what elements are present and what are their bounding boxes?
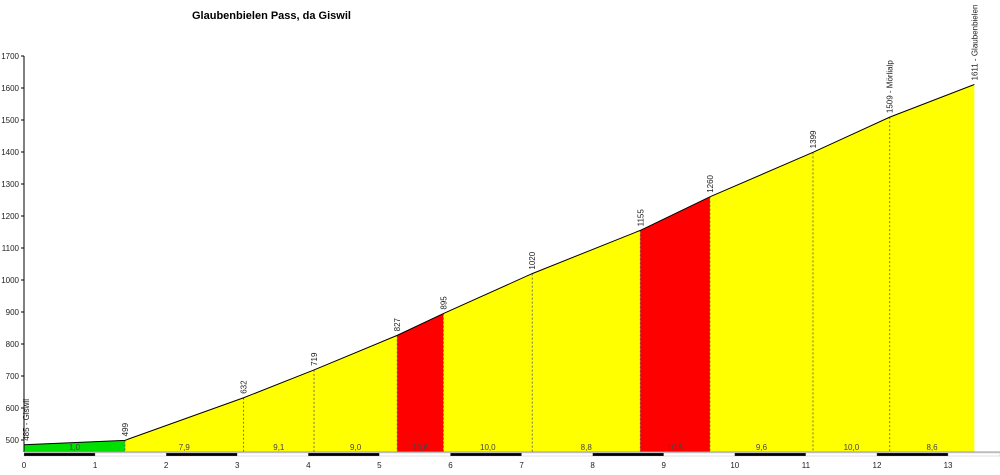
- y-tick-label: 1100: [2, 244, 20, 253]
- scale-bar-km: [23, 452, 96, 457]
- x-tick-label: 8: [590, 461, 595, 470]
- x-tick-label: 5: [377, 461, 382, 470]
- y-tick-label: 1000: [1, 276, 19, 285]
- scale-bar-km: [379, 452, 451, 457]
- y-tick-label: 1700: [1, 52, 19, 61]
- altitude-label: 1611 - Glaubenbielen: [970, 5, 979, 81]
- x-tick-label: 0: [22, 461, 27, 470]
- x-tick-label: 6: [448, 461, 453, 470]
- segment-area: [24, 440, 125, 452]
- y-tick-label: 1200: [1, 212, 19, 221]
- segment-area: [124, 397, 244, 452]
- altitude-label: 1260: [706, 174, 715, 192]
- scale-bar-km: [805, 452, 878, 457]
- x-tick-label: 9: [661, 461, 666, 470]
- scale-bar-km: [521, 452, 593, 457]
- scale-bar-km: [947, 452, 1000, 457]
- x-tick-label: 13: [944, 461, 953, 470]
- y-tick-label: 700: [6, 372, 20, 381]
- y-tick-label: 1500: [1, 116, 19, 125]
- gradient-label: 9,0: [350, 443, 362, 452]
- y-tick-label: 900: [6, 308, 20, 317]
- scale-bar-km: [237, 452, 309, 457]
- gradient-label: 8,6: [926, 443, 938, 452]
- x-tick-label: 1: [93, 461, 98, 470]
- x-tick-label: 7: [519, 461, 524, 470]
- y-tick-label: 600: [6, 404, 20, 413]
- y-tick-label: 500: [6, 436, 20, 445]
- altitude-label: 719: [310, 352, 319, 366]
- altitude-label: 895: [439, 296, 448, 310]
- gradient-label: 10,0: [844, 443, 860, 452]
- altitude-label: 499: [121, 422, 130, 436]
- y-tick-label: 1400: [1, 148, 19, 157]
- y-tick-label: 1300: [1, 180, 19, 189]
- altitude-label: 1020: [528, 251, 537, 269]
- altitude-label: 485 - Giswil: [22, 399, 31, 441]
- x-tick-label: 10: [730, 461, 739, 470]
- profile-line: [23, 84, 975, 446]
- segment-area: [314, 335, 398, 452]
- gradient-label: 8,8: [581, 443, 593, 452]
- gradient-label: 9,1: [273, 443, 285, 452]
- scale-bar-km: [592, 452, 664, 457]
- x-tick-label: 12: [873, 461, 882, 470]
- altitude-label: 1399: [809, 130, 818, 148]
- segment-area: [889, 84, 975, 452]
- scale-bar-km: [734, 452, 807, 457]
- scale-bar-km: [450, 452, 522, 457]
- scale-bar-km: [166, 452, 238, 457]
- x-tick-label: 2: [164, 461, 169, 470]
- altitude-label: 827: [393, 317, 402, 331]
- altitude-label: 632: [240, 380, 249, 394]
- x-tick-label: 3: [235, 461, 240, 470]
- chart-title: Glaubenbielen Pass, da Giswil: [192, 10, 351, 22]
- gradient-label: 10,0: [480, 443, 496, 452]
- scale-bar-km: [663, 452, 735, 457]
- altitude-label: 1155: [636, 209, 645, 227]
- segment-area: [443, 273, 533, 452]
- y-tick-label: 800: [6, 340, 20, 349]
- segment-area: [709, 152, 813, 452]
- gradient-label: 10,6: [667, 443, 683, 452]
- segment-area: [397, 313, 444, 452]
- segment-area: [243, 369, 315, 452]
- segment-area: [812, 117, 890, 453]
- gradient-label: 10,6: [412, 443, 428, 452]
- segment-area: [532, 230, 641, 452]
- gradient-label: 7,9: [179, 443, 191, 452]
- scale-bar-km: [308, 452, 380, 457]
- gradient-label: 9,6: [756, 443, 768, 452]
- gradient-label: 1,0: [69, 443, 81, 452]
- segment-area: [640, 196, 710, 452]
- altitude-label: 1509 - Mörlialp: [886, 60, 895, 113]
- y-tick-label: 1600: [1, 84, 19, 93]
- scale-bar-km: [876, 452, 949, 457]
- x-tick-label: 4: [306, 461, 311, 470]
- scale-bar-km: [94, 452, 167, 457]
- x-tick-label: 11: [802, 461, 811, 470]
